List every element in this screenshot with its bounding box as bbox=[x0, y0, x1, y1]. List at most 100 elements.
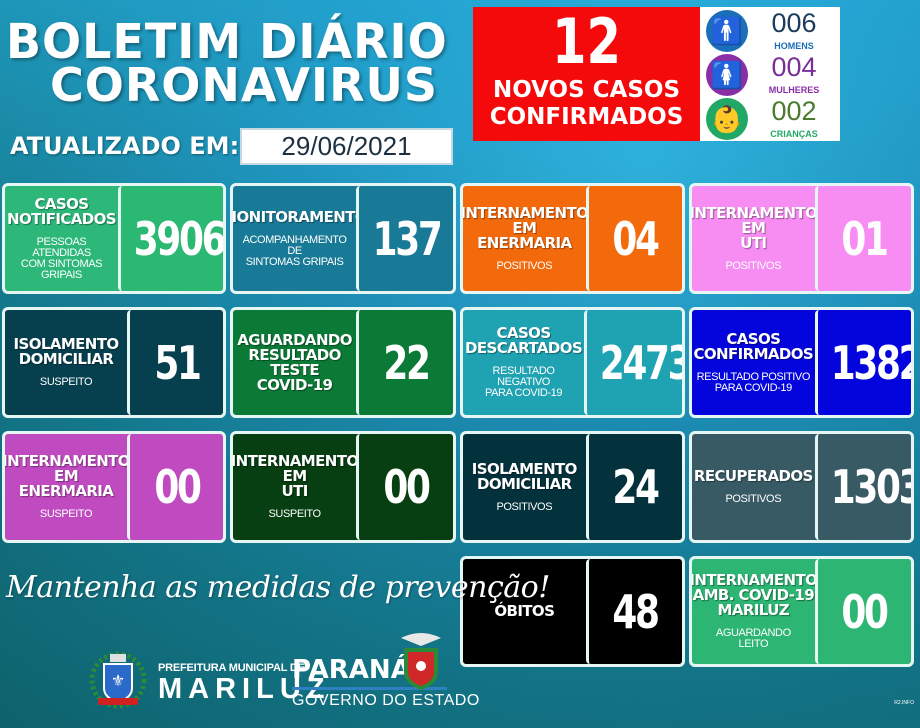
new-cases-label-1: NOVOS CASOS bbox=[492, 77, 681, 103]
stat-card-label: AGUARDANDO RESULTADO TESTE COVID-19 bbox=[233, 310, 356, 415]
breakdown-crianças: 👶 002 CRIANÇAS bbox=[706, 97, 840, 141]
stat-card-subtitle: SUSPEITO bbox=[268, 508, 321, 520]
slogan: Mantenha as medidas de prevenção! bbox=[6, 570, 550, 605]
stat-card-value-box: 24 bbox=[585, 434, 682, 540]
stat-card-value-box: 51 bbox=[127, 310, 223, 415]
stat-card-value-box: 00 bbox=[127, 434, 223, 540]
stat-card-title: INTERNAMENTO EM UTI bbox=[689, 203, 818, 252]
stat-card-label: INTERNAMENTO EM UTI SUSPEITO bbox=[230, 434, 359, 540]
stat-card-title: INTERNAMENTO EM ENERMARIA bbox=[460, 203, 589, 252]
stat-card: CASOS CONFIRMADOS RESULTADO POSITIVO PAR… bbox=[689, 307, 914, 418]
stat-card-value-box: 3906 bbox=[117, 186, 225, 291]
stat-card-subtitle: POSITIVOS bbox=[725, 259, 782, 272]
stat-card-title: CASOS CONFIRMADOS bbox=[693, 329, 814, 363]
new-cases-panel: 12 NOVOS CASOS CONFIRMADOS bbox=[473, 7, 700, 141]
state-logo-text: PARANÁ GOVERNO DO ESTADO bbox=[292, 655, 480, 710]
stat-card-label: ÓBITOS bbox=[463, 559, 586, 664]
stat-card-subtitle: POSITIVOS bbox=[496, 259, 553, 272]
stat-card-subtitle: AGUARDANDO LEITO bbox=[715, 627, 791, 650]
stat-card-value: 1382 bbox=[830, 335, 914, 390]
stat-card-title: RECUPERADOS bbox=[693, 467, 813, 485]
stat-card: CASOS NOTIFICADOS PESSOAS ATENDIDAS COM … bbox=[2, 183, 226, 294]
stat-card-label: INTERNAMENTO EM ENERMARIA SUSPEITO bbox=[2, 434, 131, 540]
stat-card-title: ÓBITOS bbox=[494, 602, 555, 620]
stat-card: RECUPERADOS POSITIVOS 1303 bbox=[689, 431, 914, 543]
stat-card-subtitle: PESSOAS ATENDIDAS COM SINTOMAS GRIPAIS bbox=[20, 235, 103, 281]
stat-card-label: RECUPERADOS POSITIVOS bbox=[692, 434, 815, 540]
stat-card-value-box: 1303 bbox=[814, 434, 911, 540]
stat-card-value: 137 bbox=[372, 211, 442, 266]
stat-card-value: 2473 bbox=[599, 335, 685, 390]
stat-card-subtitle: POSITIVOS bbox=[725, 493, 782, 505]
new-cases-breakdown: 🚹 006 HOMENS 🚺 004 MULHERES 👶 002 CRIANÇAS bbox=[700, 7, 840, 141]
stat-card-value-box: 00 bbox=[814, 559, 911, 664]
stat-card-title: ISOLAMENTO DOMICILIAR bbox=[13, 335, 120, 368]
stat-card-title: AGUARDANDO RESULTADO TESTE COVID-19 bbox=[237, 330, 352, 394]
breakdown-value: 004 bbox=[771, 51, 817, 82]
stat-card: INTERNAMENTO EM ENERMARIA POSITIVOS 04 bbox=[460, 183, 685, 294]
breakdown-mulheres: 🚺 004 MULHERES bbox=[706, 53, 840, 97]
stat-card-label: ISOLAMENTO DOMICILIAR SUSPEITO bbox=[5, 310, 127, 415]
stat-card: INTERNAMENTO EM ENERMARIA SUSPEITO 00 bbox=[2, 431, 226, 543]
baby-icon: 👶 bbox=[706, 98, 748, 140]
stat-card-value-box: 22 bbox=[356, 310, 453, 415]
stat-card-value-box: 01 bbox=[814, 186, 911, 291]
stat-card-value: 24 bbox=[612, 460, 661, 514]
stat-card-label: INTERNAMENTO EM UTI POSITIVOS bbox=[689, 186, 818, 291]
mariluz-coat-of-arms-logo: ⚜ bbox=[89, 651, 147, 709]
stat-card-subtitle: SUSPEITO bbox=[39, 508, 93, 520]
credit: R2.INFO bbox=[894, 700, 914, 706]
stat-card-value: 22 bbox=[383, 335, 431, 390]
state-divider bbox=[292, 687, 447, 690]
stat-card-value: 51 bbox=[153, 335, 202, 390]
stat-card-label: CASOS DESCARTADOS RESULTADO NEGATIVO PAR… bbox=[463, 310, 584, 415]
stat-card-title: ISOLAMENTO DOMICILIAR bbox=[471, 459, 578, 493]
stat-card-subtitle: SUSPEITO bbox=[39, 376, 93, 388]
breakdown-label: CRIANÇAS bbox=[770, 128, 818, 139]
stat-card-value-box: 04 bbox=[585, 186, 682, 291]
stat-card-title: INTERNAMENTO AMB. COVID-19 MARILUZ bbox=[689, 571, 818, 619]
stat-card-value: 01 bbox=[841, 211, 890, 266]
stat-card-label: MONITORAMENTO ACOMPANHAMENTO DE SINTOMAS… bbox=[233, 186, 368, 291]
stat-card: ÓBITOS 48 bbox=[460, 556, 685, 667]
stat-card-value-box: 48 bbox=[585, 559, 682, 664]
stat-card-value-box: 2473 bbox=[584, 310, 685, 415]
stat-card-value: 48 bbox=[612, 584, 661, 639]
stat-card-value-box: 1382 bbox=[814, 310, 914, 415]
woman-icon: 🚺 bbox=[706, 54, 748, 96]
breakdown-label: MULHERES bbox=[768, 84, 820, 95]
stat-card: ISOLAMENTO DOMICILIAR POSITIVOS 24 bbox=[460, 431, 685, 543]
stat-card-title: INTERNAMENTO EM UTI bbox=[230, 452, 359, 500]
updated-label: ATUALIZADO EM: bbox=[10, 132, 240, 160]
stat-card-title: INTERNAMENTO EM ENERMARIA bbox=[2, 452, 131, 500]
svg-text:⚜: ⚜ bbox=[111, 673, 125, 690]
stat-card-value: 00 bbox=[153, 460, 202, 514]
stat-card-value: 3906 bbox=[133, 211, 225, 266]
stat-card-subtitle: RESULTADO POSITIVO PARA COVID-19 bbox=[696, 370, 811, 394]
stat-card: CASOS DESCARTADOS RESULTADO NEGATIVO PAR… bbox=[460, 307, 685, 418]
municipality-top: PREFEITURA MUNICIPAL DE bbox=[158, 662, 305, 674]
state-sub: GOVERNO DO ESTADO bbox=[292, 692, 480, 709]
stat-card-subtitle: POSITIVOS bbox=[496, 500, 553, 513]
updated-date: 29/06/2021 bbox=[240, 128, 453, 165]
stat-card-label: INTERNAMENTO EM ENERMARIA POSITIVOS bbox=[460, 186, 589, 291]
stat-card-label: CASOS NOTIFICADOS PESSOAS ATENDIDAS COM … bbox=[5, 186, 118, 291]
stat-card-value-box: 137 bbox=[356, 186, 453, 291]
man-icon: 🚹 bbox=[706, 10, 748, 52]
title-line2: CORONAVIRUS bbox=[50, 58, 438, 112]
stat-card-title: CASOS NOTIFICADOS bbox=[7, 194, 117, 228]
stat-card: INTERNAMENTO AMB. COVID-19 MARILUZ AGUAR… bbox=[689, 556, 914, 667]
stat-card: ISOLAMENTO DOMICILIAR SUSPEITO 51 bbox=[2, 307, 226, 418]
new-cases-value: 12 bbox=[551, 5, 622, 78]
new-cases-label-2: CONFIRMADOS bbox=[489, 104, 684, 130]
stat-card: MONITORAMENTO ACOMPANHAMENTO DE SINTOMAS… bbox=[230, 183, 456, 294]
stat-card-label: CASOS CONFIRMADOS RESULTADO POSITIVO PAR… bbox=[692, 310, 815, 415]
stat-card: AGUARDANDO RESULTADO TESTE COVID-19 22 bbox=[230, 307, 456, 418]
stat-card-value-box: 00 bbox=[356, 434, 453, 540]
stat-card-subtitle: RESULTADO NEGATIVO PARA COVID-19 bbox=[484, 365, 563, 399]
breakdown-homens: 🚹 006 HOMENS bbox=[706, 9, 840, 53]
stat-card: INTERNAMENTO EM UTI POSITIVOS 01 bbox=[689, 183, 914, 294]
state-name: PARANÁ bbox=[292, 655, 411, 685]
stat-card-value: 00 bbox=[383, 460, 431, 514]
stat-card-subtitle: ACOMPANHAMENTO DE SINTOMAS GRIPAIS bbox=[242, 233, 347, 268]
